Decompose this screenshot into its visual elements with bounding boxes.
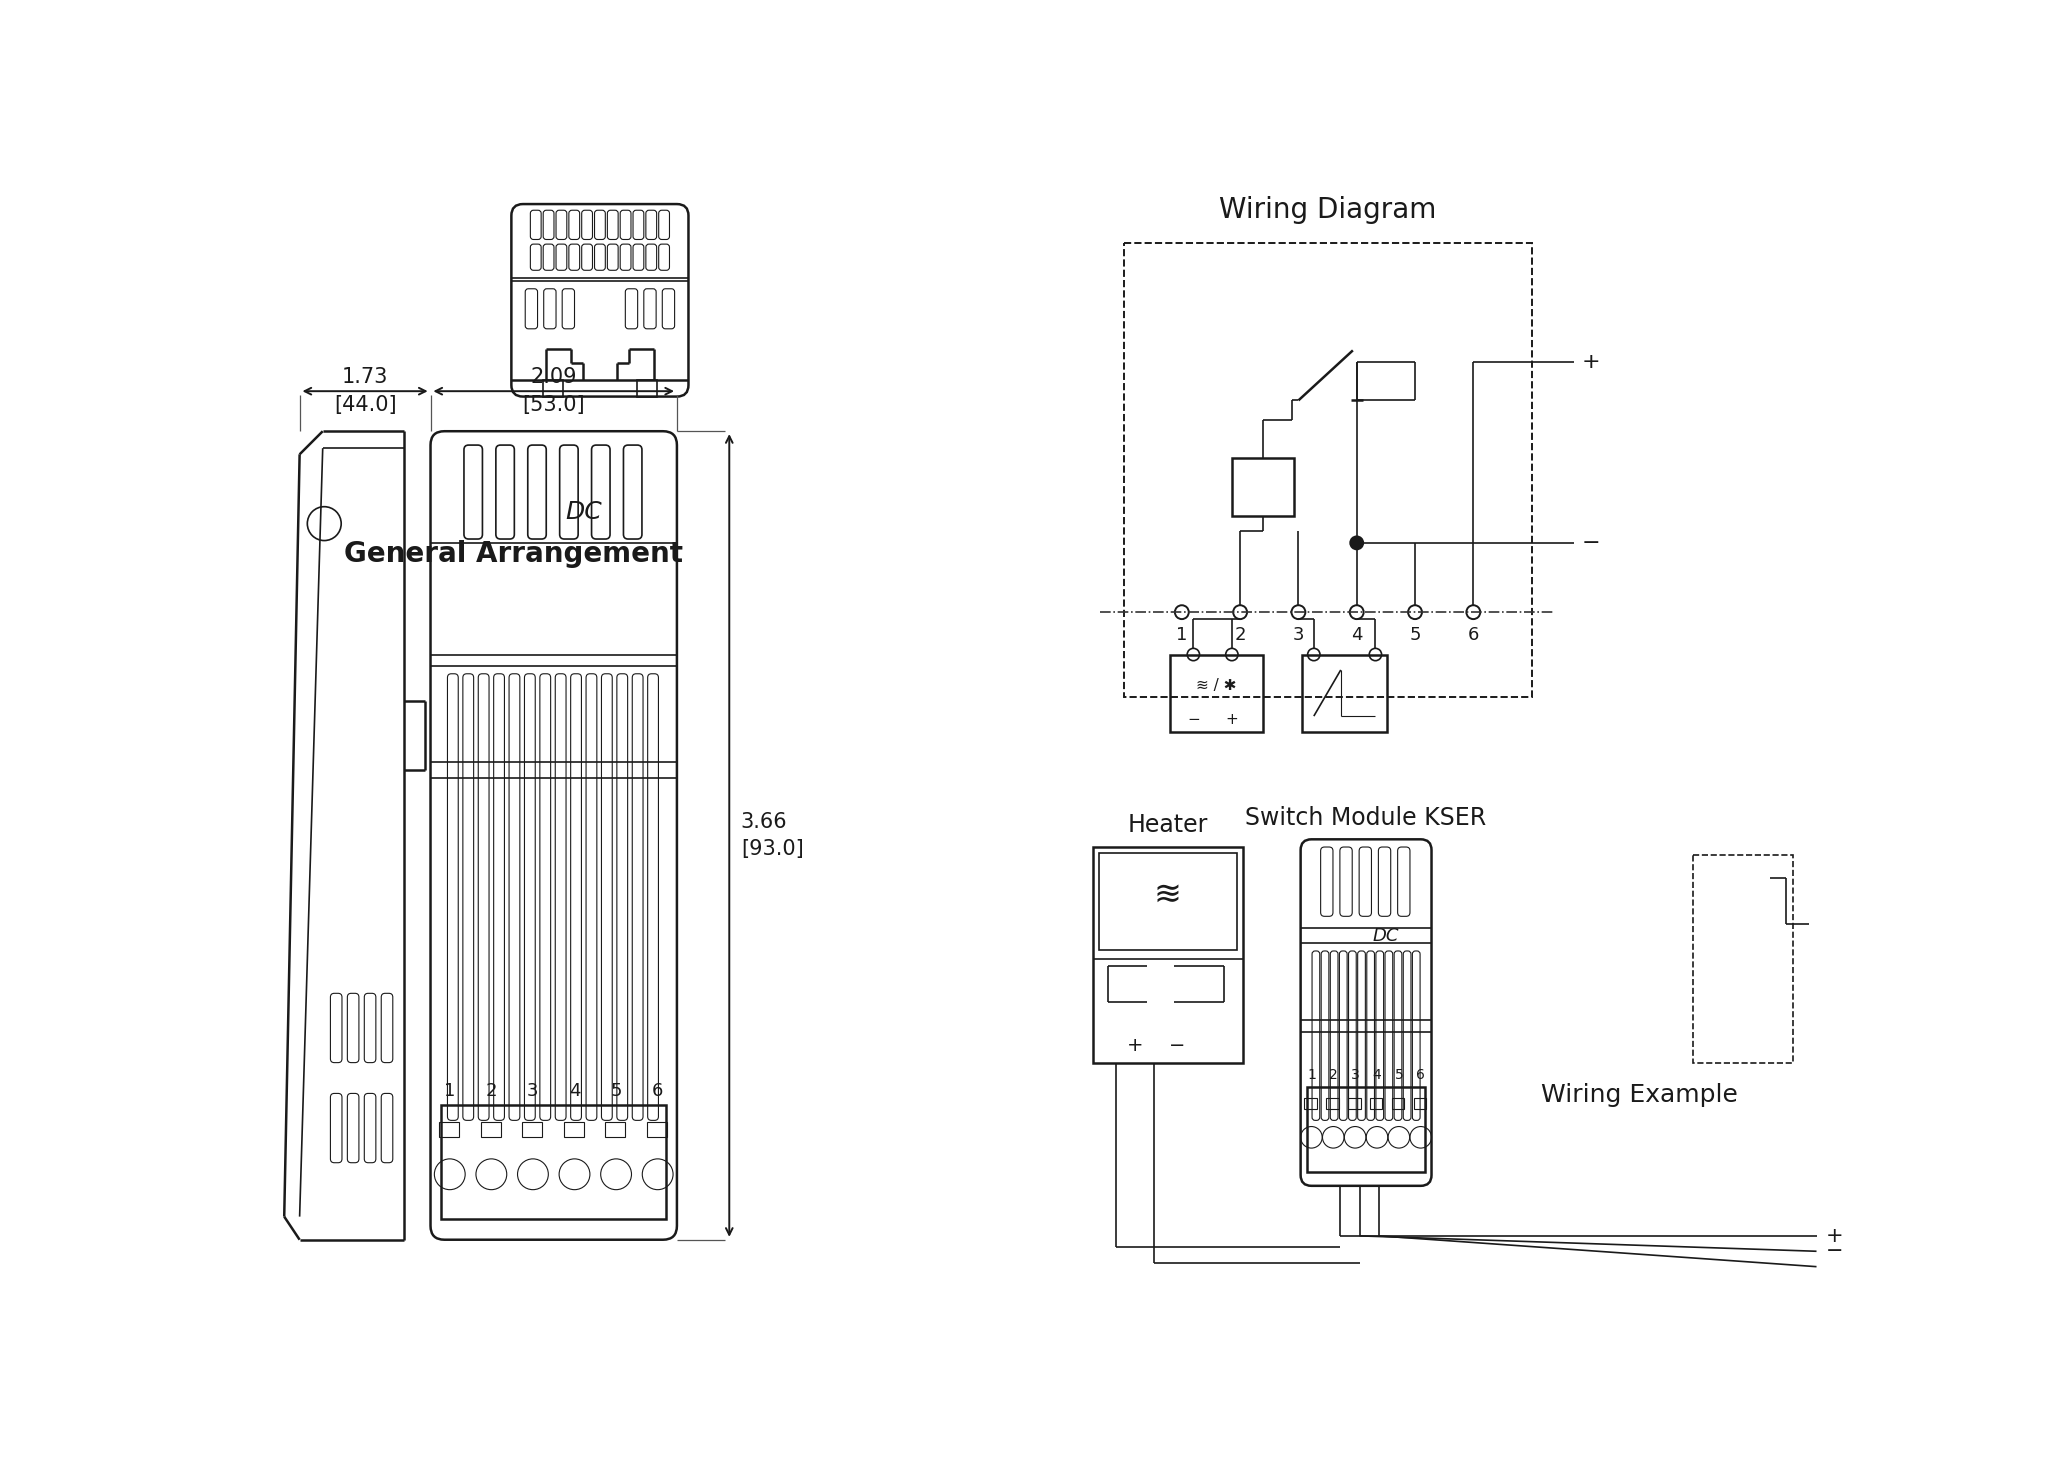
Text: 2: 2 (1329, 1069, 1337, 1082)
Bar (1370, 1098, 1382, 1108)
Text: 2.09: 2.09 (530, 368, 578, 387)
Bar (543, 379, 563, 397)
Text: 1: 1 (444, 1082, 455, 1100)
Bar (522, 1122, 543, 1138)
Bar (1169, 654, 1264, 732)
Bar (481, 1122, 500, 1138)
Bar (1124, 242, 1532, 697)
Text: −: − (1581, 533, 1599, 554)
Text: +: + (1126, 1036, 1143, 1055)
Bar (1393, 1098, 1405, 1108)
Text: Wiring Example: Wiring Example (1540, 1083, 1739, 1107)
Circle shape (1350, 537, 1362, 549)
Text: 1: 1 (1307, 1069, 1315, 1082)
Bar (637, 379, 657, 397)
Text: DC: DC (1372, 927, 1399, 945)
Text: −: − (1169, 1036, 1186, 1055)
Text: 3: 3 (1292, 626, 1305, 644)
Text: ≋ / ✱: ≋ / ✱ (1196, 677, 1237, 692)
Text: 5: 5 (1395, 1069, 1403, 1082)
Text: −: − (1188, 713, 1200, 728)
Text: −: − (1825, 1241, 1843, 1262)
Bar (1305, 1098, 1317, 1108)
Text: 2: 2 (1235, 626, 1245, 644)
Bar (1327, 1098, 1339, 1108)
Text: 4: 4 (1352, 626, 1362, 644)
Text: 3: 3 (526, 1082, 539, 1100)
Text: [44.0]: [44.0] (334, 396, 397, 415)
Text: ≋: ≋ (1153, 878, 1182, 911)
Text: DC: DC (565, 500, 602, 524)
Bar (1307, 1088, 1425, 1172)
Text: 6: 6 (1417, 1069, 1425, 1082)
Text: General Arrangement: General Arrangement (344, 540, 684, 568)
Bar (1100, 853, 1237, 951)
Text: Heater: Heater (1126, 813, 1208, 837)
Text: [93.0]: [93.0] (741, 840, 803, 859)
Text: 5: 5 (610, 1082, 623, 1100)
Bar (1694, 855, 1794, 1063)
Text: 4: 4 (569, 1082, 580, 1100)
Bar (647, 1122, 668, 1138)
Bar (1094, 847, 1243, 1063)
Bar (606, 1122, 625, 1138)
Text: +: + (1581, 351, 1599, 372)
Text: Wiring Diagram: Wiring Diagram (1219, 196, 1436, 224)
Bar (1233, 458, 1294, 517)
Bar (563, 1122, 584, 1138)
Text: 2: 2 (485, 1082, 498, 1100)
Bar (1303, 654, 1386, 732)
Bar (1348, 1098, 1360, 1108)
Text: 3.66: 3.66 (741, 812, 786, 831)
Text: +: + (1225, 713, 1239, 728)
Text: 5: 5 (1409, 626, 1421, 644)
Bar (438, 1122, 459, 1138)
Bar (440, 1106, 666, 1219)
Text: 6: 6 (1468, 626, 1479, 644)
Text: [53.0]: [53.0] (522, 396, 586, 415)
Text: 1: 1 (1176, 626, 1188, 644)
Text: +: + (1825, 1227, 1843, 1246)
Text: Switch Module KSER: Switch Module KSER (1245, 806, 1487, 830)
Text: 3: 3 (1352, 1069, 1360, 1082)
Text: 4: 4 (1372, 1069, 1382, 1082)
Text: 1.73: 1.73 (342, 368, 389, 387)
Bar (1413, 1098, 1425, 1108)
Text: 6: 6 (651, 1082, 664, 1100)
